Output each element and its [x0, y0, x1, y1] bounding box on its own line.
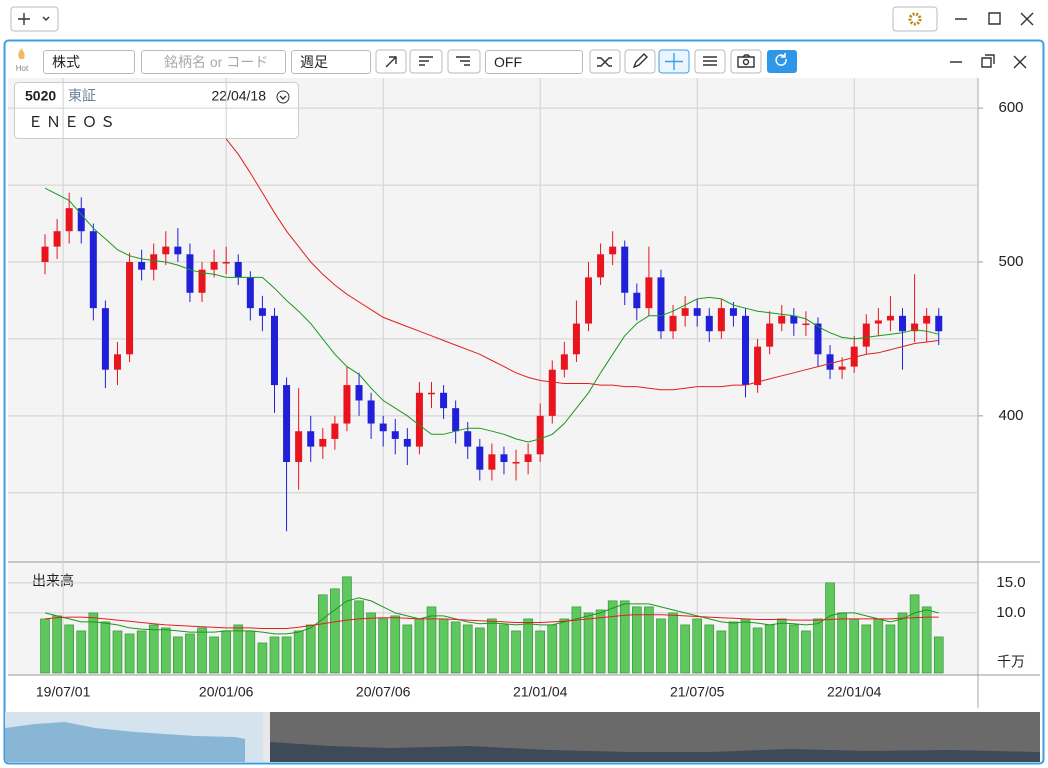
hot-icon[interactable]: [18, 48, 25, 59]
add-button[interactable]: [10, 6, 59, 32]
period-select[interactable]: 週足: [291, 50, 371, 74]
tooltip-name: ＥＮＥＯＳ: [28, 114, 118, 131]
market-text: 株式: [52, 54, 80, 70]
search-box[interactable]: 銘柄名 or コード: [141, 50, 286, 74]
tooltip-exchange: 東証: [68, 88, 96, 104]
window-controls[interactable]: [955, 12, 1034, 26]
tool-buttons[interactable]: [375, 49, 1027, 74]
search-placeholder: 銘柄名 or コード: [164, 54, 269, 70]
tooltip-date: 22/04/18: [212, 88, 267, 104]
tooltip-box: [14, 82, 299, 139]
period-text: 週足: [300, 54, 328, 70]
settings-button[interactable]: [892, 6, 938, 32]
tooltip-toggle[interactable]: [276, 90, 290, 104]
indicator-select[interactable]: OFF: [485, 50, 583, 74]
gear-icon: [908, 12, 922, 26]
hot-label: Hot: [16, 64, 29, 73]
chevron: [279, 95, 287, 100]
plot-bg: [8, 78, 978, 675]
market-select[interactable]: 株式: [43, 50, 135, 74]
navigator[interactable]: [5, 712, 1040, 762]
indicator-text: OFF: [494, 54, 522, 70]
add-icon: [18, 13, 50, 25]
tooltip-code: 5020: [25, 88, 56, 104]
